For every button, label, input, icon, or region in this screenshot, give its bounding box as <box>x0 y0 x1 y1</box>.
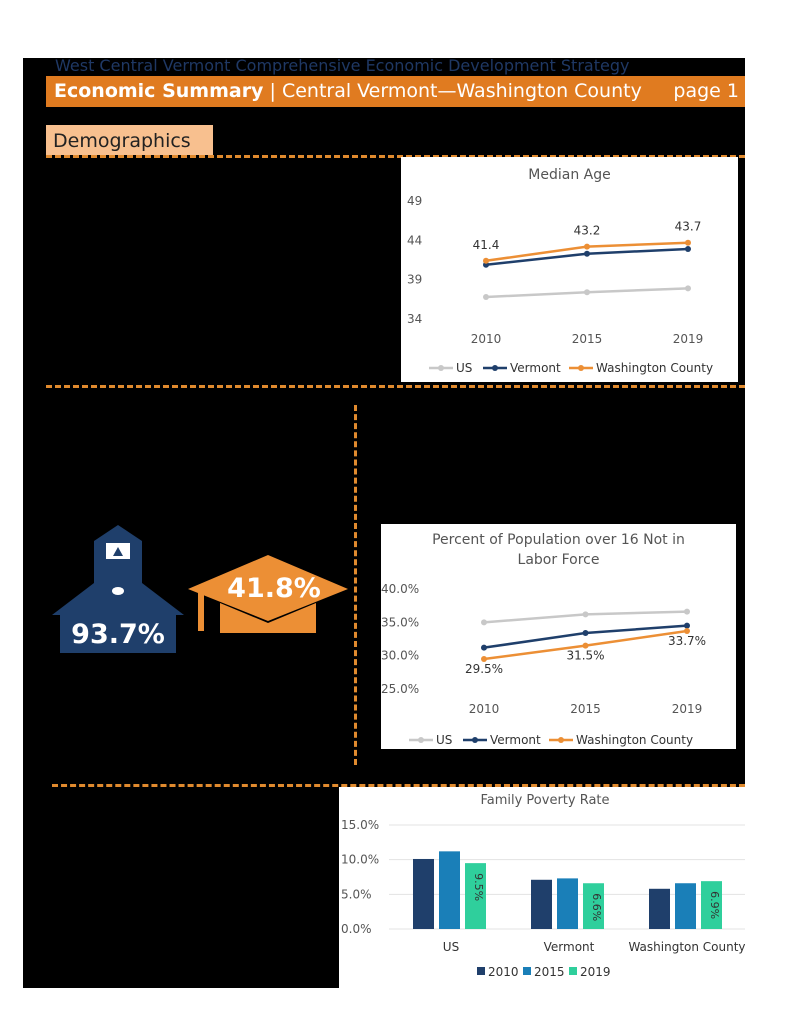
x-tick-label: Vermont <box>544 940 595 954</box>
legend-marker <box>578 365 584 371</box>
data-label: 41.4 <box>473 238 500 252</box>
schoolhouse-icon: 93.7% <box>52 523 184 657</box>
data-point <box>684 622 690 629</box>
x-tick-label: 2010 <box>471 332 502 346</box>
legend-label: 2010 <box>488 965 519 979</box>
header-bar: Economic Summary | Central Vermont—Washi… <box>46 76 745 107</box>
legend-marker <box>418 737 424 743</box>
bar-2010 <box>649 888 670 929</box>
chart-title: Percent of Population over 16 Not in <box>432 532 685 548</box>
x-tick-label: US <box>443 940 459 954</box>
legend-swatch <box>477 967 485 975</box>
legend-swatch <box>523 967 531 975</box>
legend-label: Washington County <box>576 733 693 747</box>
data-point <box>582 611 589 618</box>
data-point <box>481 656 487 662</box>
divider <box>46 385 745 388</box>
data-point <box>684 628 690 634</box>
legend-swatch <box>569 967 577 975</box>
chart-title: Labor Force <box>518 552 600 568</box>
y-tick-label: 10.0% <box>341 853 379 867</box>
legend-label: US <box>436 733 452 747</box>
legend-label: Vermont <box>490 733 541 747</box>
legend-label: 2019 <box>580 965 611 979</box>
data-label: 43.2 <box>574 224 601 238</box>
data-point <box>483 257 489 264</box>
legend-marker <box>492 365 498 371</box>
poverty-chart: Family Poverty Rate 0.0% 5.0% 10.0% 15.0% US V… <box>339 787 745 988</box>
data-label: 33.7% <box>668 634 706 648</box>
legend-label: US <box>456 361 472 375</box>
y-tick-label: 34 <box>407 312 422 326</box>
page-number: page 1 <box>673 80 739 102</box>
legend-label: Vermont <box>510 361 561 375</box>
x-tick-label: 2019 <box>672 702 703 716</box>
y-tick-label: 40.0% <box>381 582 419 596</box>
divider <box>46 155 745 158</box>
y-tick-label: 25.0% <box>381 682 419 696</box>
bar-2015 <box>675 883 696 929</box>
bar-2015 <box>439 851 460 929</box>
y-tick-label: 30.0% <box>381 649 419 663</box>
data-point <box>481 619 487 626</box>
data-point <box>584 243 590 250</box>
data-label: 9.5% <box>472 873 485 901</box>
bar-2010 <box>413 858 434 929</box>
y-tick-label: 39 <box>407 273 422 287</box>
y-tick-label: 49 <box>407 194 422 208</box>
chart-title: Median Age <box>528 167 610 183</box>
y-tick-label: 0.0% <box>341 922 372 936</box>
bar-2015 <box>557 878 578 929</box>
data-point <box>685 245 691 252</box>
x-tick-label: 2019 <box>673 332 704 346</box>
legend-marker <box>438 365 444 371</box>
x-tick-label: 2015 <box>570 702 601 716</box>
labor-force-chart: Percent of Population over 16 Not in Labo… <box>381 524 736 749</box>
bar-2019 <box>583 883 604 929</box>
bar-2019 <box>701 881 722 929</box>
header-title-rest: | Central Vermont—Washington County <box>269 80 642 102</box>
chart-title: Family Poverty Rate <box>480 793 609 808</box>
data-label: 31.5% <box>566 649 604 663</box>
data-point <box>684 608 690 615</box>
data-point <box>582 630 589 636</box>
data-label: 29.5% <box>465 662 503 676</box>
y-tick-label: 5.0% <box>341 887 372 901</box>
y-tick-label: 35.0% <box>381 615 419 629</box>
data-point <box>584 250 590 257</box>
document-subtitle: West Central Vermont Comprehensive Econo… <box>55 56 630 75</box>
section-tab-demographics: Demographics <box>46 125 213 155</box>
x-tick-label: 2010 <box>469 702 500 716</box>
bachelors-rate: 41.8% <box>227 573 321 604</box>
legend-marker <box>558 737 564 743</box>
legend-label: 2015 <box>534 965 565 979</box>
data-point <box>685 239 691 246</box>
x-tick-label: Washington County <box>628 940 745 954</box>
divider <box>52 784 745 787</box>
data-point <box>584 289 590 296</box>
data-point <box>685 285 691 292</box>
data-label: 6.6% <box>590 893 603 921</box>
bar-2019 <box>465 863 486 929</box>
data-point <box>481 644 487 651</box>
bar-2010 <box>531 879 552 929</box>
header-title-bold: Economic Summary <box>54 80 264 102</box>
divider <box>354 405 357 765</box>
data-point <box>483 293 489 300</box>
y-tick-label: 44 <box>407 233 422 247</box>
y-tick-label: 15.0% <box>341 818 379 832</box>
graduation-cap-icon: 41.8% <box>188 553 350 639</box>
legend-marker <box>472 737 478 743</box>
data-label: 6.9% <box>708 891 721 919</box>
median-age-chart: Median Age 34 39 44 49 2010 2015 2019 41.4 43.2 43… <box>401 157 738 382</box>
data-label: 43.7 <box>675 220 702 234</box>
legend-label: Washington County <box>596 361 713 375</box>
high-school-rate: 93.7% <box>71 619 165 650</box>
x-tick-label: 2015 <box>572 332 603 346</box>
data-point <box>582 642 589 649</box>
